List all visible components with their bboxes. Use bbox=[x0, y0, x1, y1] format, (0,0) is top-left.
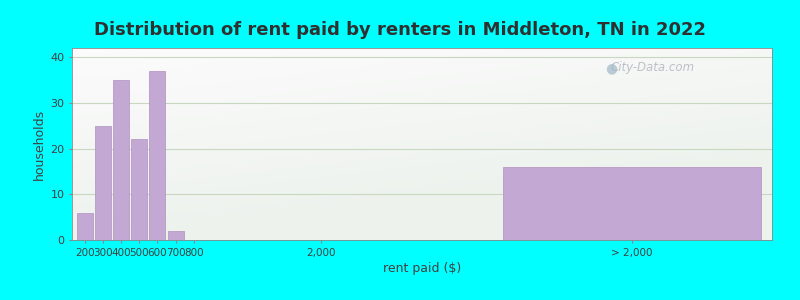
Text: Distribution of rent paid by renters in Middleton, TN in 2022: Distribution of rent paid by renters in … bbox=[94, 21, 706, 39]
Bar bbox=[113, 80, 129, 240]
Bar bbox=[131, 140, 147, 240]
Text: ●: ● bbox=[605, 61, 617, 75]
Text: City-Data.com: City-Data.com bbox=[611, 61, 695, 74]
Bar bbox=[168, 231, 184, 240]
Bar bbox=[150, 71, 166, 240]
Bar bbox=[77, 213, 93, 240]
Bar bbox=[503, 167, 761, 240]
Y-axis label: households: households bbox=[33, 108, 46, 180]
Bar bbox=[95, 126, 111, 240]
X-axis label: rent paid ($): rent paid ($) bbox=[383, 262, 461, 275]
